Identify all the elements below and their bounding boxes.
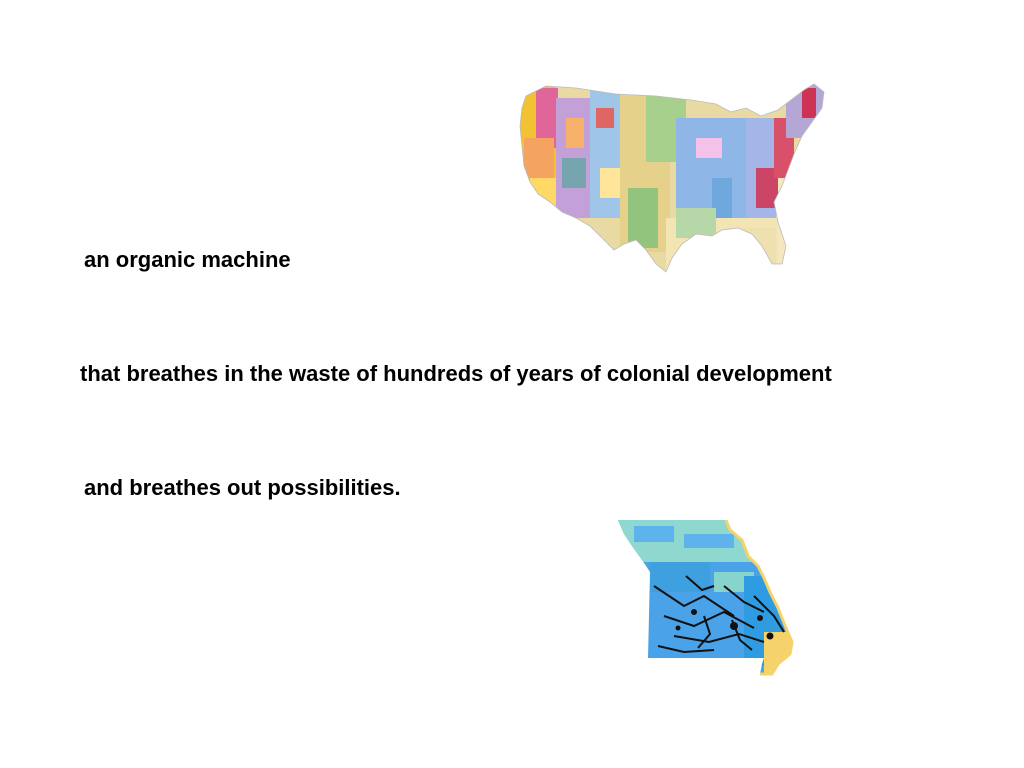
missouri-map-graphic (618, 519, 794, 676)
text-line-breathes-in: that breathes in the waste of hundreds o… (80, 361, 832, 386)
us-map-graphic (519, 83, 825, 273)
text-line-organic-machine: an organic machine (84, 247, 291, 272)
text-line-breathes-out: and breathes out possibilities. (84, 475, 401, 500)
missouri-geologic-map-image (614, 516, 810, 678)
us-geologic-map-image (516, 78, 834, 276)
